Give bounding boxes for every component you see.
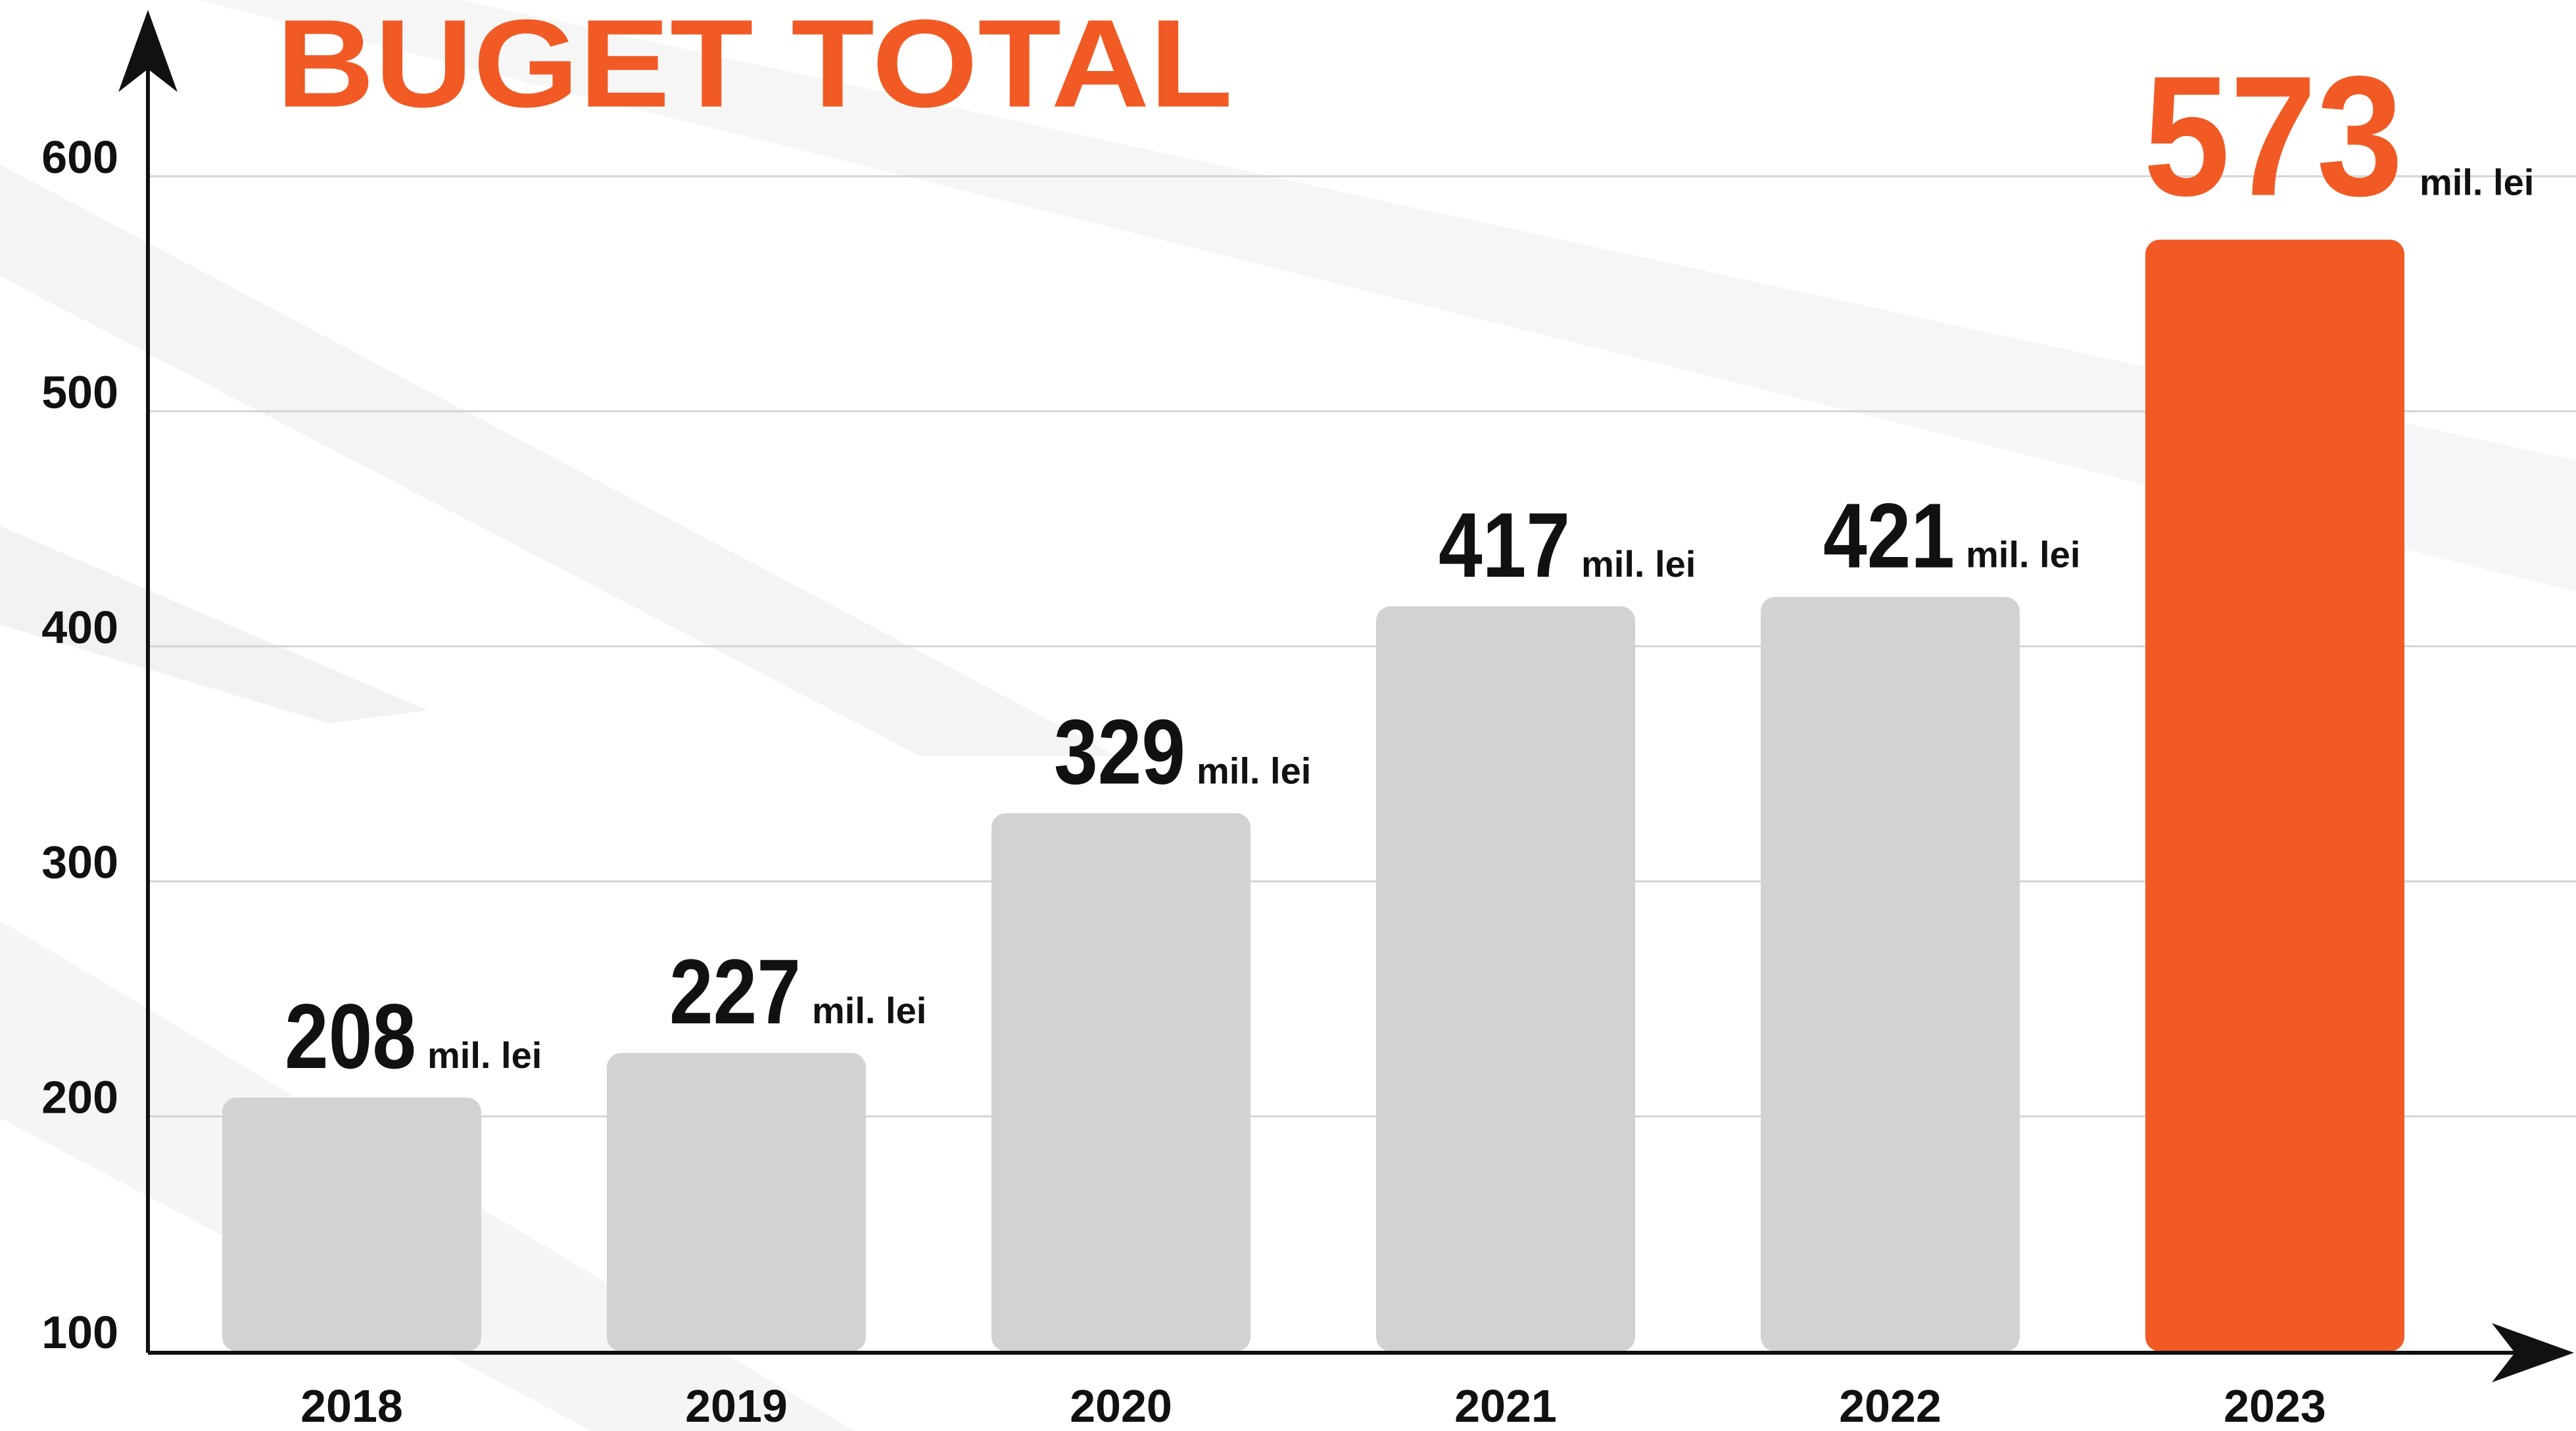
bar <box>222 1098 481 1351</box>
bg-stripe <box>0 164 1118 756</box>
y-tick-label: 400 <box>41 602 118 653</box>
y-tick-label: 500 <box>41 366 118 418</box>
bar <box>2145 239 2404 1351</box>
x-tick-label: 2020 <box>1070 1380 1172 1431</box>
y-tick-label: 300 <box>41 837 118 888</box>
value-unit: mil. lei <box>427 1034 542 1076</box>
bars: 2018 208 mil. lei 2019 227 mil. lei 2020 329 mil… <box>222 41 2534 1431</box>
y-tick-label: 600 <box>41 132 118 183</box>
axes <box>118 10 2574 1382</box>
value-label: 573 <box>2143 41 2403 231</box>
bg-stripe <box>0 526 427 723</box>
x-tick-label: 2022 <box>1839 1380 1942 1431</box>
value-label: 417 <box>1439 493 1570 596</box>
value-label: 227 <box>669 940 801 1043</box>
y-tick-label: 200 <box>41 1072 118 1123</box>
value-unit: mil. lei <box>1966 534 2080 575</box>
value-unit: mil. lei <box>2420 161 2534 203</box>
bar <box>1761 596 2020 1351</box>
value-unit: mil. lei <box>1197 750 1311 792</box>
value-label: 208 <box>285 984 416 1088</box>
x-tick-label: 2021 <box>1454 1380 1557 1431</box>
x-tick-label: 2019 <box>685 1380 788 1431</box>
value-label: 329 <box>1054 700 1185 804</box>
x-tick-label: 2023 <box>2224 1380 2326 1431</box>
bar <box>607 1053 866 1351</box>
bg-stripe <box>197 0 2576 592</box>
bar <box>991 813 1251 1351</box>
chart-title: BUGET TOTAL <box>276 0 1233 133</box>
y-tick-label: 100 <box>41 1307 118 1358</box>
bar <box>1376 606 1635 1351</box>
value-unit: mil. lei <box>1581 543 1696 585</box>
value-unit: mil. lei <box>812 990 926 1031</box>
x-tick-label: 2018 <box>300 1380 403 1431</box>
y-axis-arrow <box>118 10 178 92</box>
x-axis-arrow <box>2492 1323 2574 1382</box>
value-label: 421 <box>1823 484 1955 587</box>
